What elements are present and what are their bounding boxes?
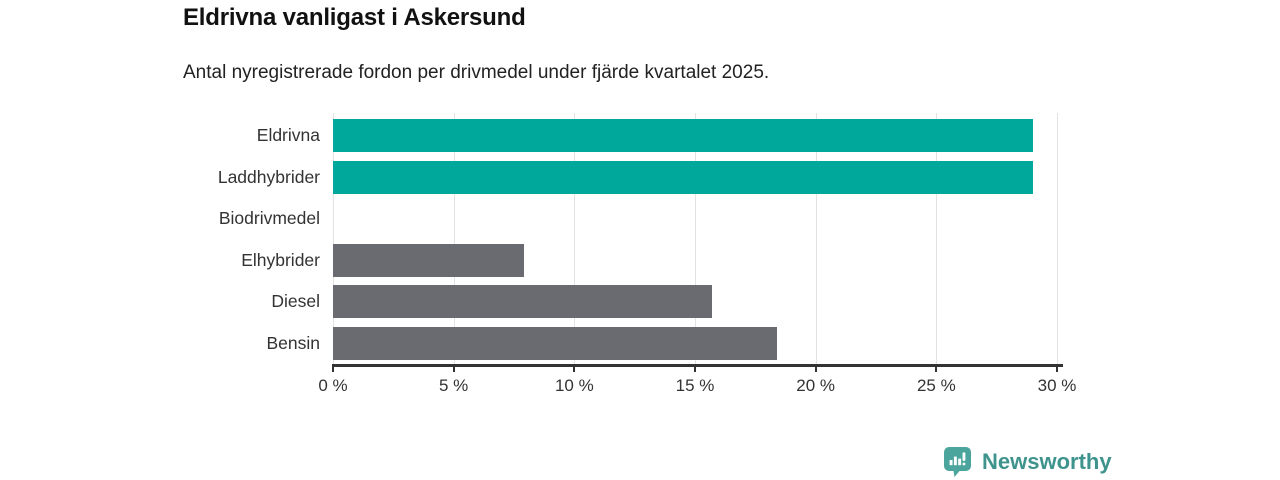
brand-logo[interactable]: Newsworthy — [940, 446, 1112, 478]
axis-tick — [1056, 366, 1058, 372]
bar-bensin — [333, 327, 778, 360]
gridline — [333, 113, 334, 366]
axis-tick — [814, 366, 817, 372]
gridline — [574, 113, 576, 366]
gridline — [1057, 113, 1058, 366]
category-label-laddhybrider: Laddhybrider — [217, 166, 320, 187]
bar-elhybrider — [333, 243, 524, 277]
axis-tick-label: 0 % — [318, 376, 348, 395]
axis-tick — [935, 366, 938, 372]
category-label-bensin: Bensin — [266, 333, 320, 353]
gridline — [936, 113, 938, 366]
axis-tick-label: 20 % — [796, 376, 836, 395]
chart-title: Eldrivna vanligast i Askersund — [183, 4, 526, 31]
axis-tick-label: 15 % — [675, 376, 715, 395]
axis-tick-label: 30 % — [1037, 376, 1077, 395]
brand-name: Newsworthy — [982, 449, 1112, 474]
category-label-eldrivna: Eldrivna — [256, 125, 320, 145]
x-axis-line — [332, 364, 1063, 367]
plot-area: 0 % 5 % 10 % 15 % 20 % 25 % 30 % Eldrivna Laddhy… — [218, 113, 1076, 395]
axis-tick — [452, 366, 455, 372]
bar-laddhybrider — [333, 160, 1033, 194]
gridline — [815, 113, 817, 366]
axis-tick-label: 25 % — [916, 376, 956, 395]
axis-tick-label: 5 % — [439, 376, 469, 395]
axis-tick — [332, 366, 334, 372]
chart-subtitle: Antal nyregistrerade fordon per drivmede… — [183, 62, 770, 83]
bar-eldrivna — [333, 119, 1033, 152]
gridline — [695, 113, 696, 366]
category-label-biodrivmedel: Biodrivmedel — [218, 208, 320, 229]
axis-tick-label: 10 % — [554, 376, 594, 395]
axis-tick — [694, 366, 696, 372]
axis-tick — [573, 366, 576, 372]
newsworthy-logo-icon — [940, 446, 974, 478]
category-label-diesel: Diesel — [271, 291, 320, 312]
category-label-elhybrider: Elhybrider — [241, 249, 320, 270]
bar-diesel — [333, 285, 712, 319]
gridline — [453, 113, 455, 366]
